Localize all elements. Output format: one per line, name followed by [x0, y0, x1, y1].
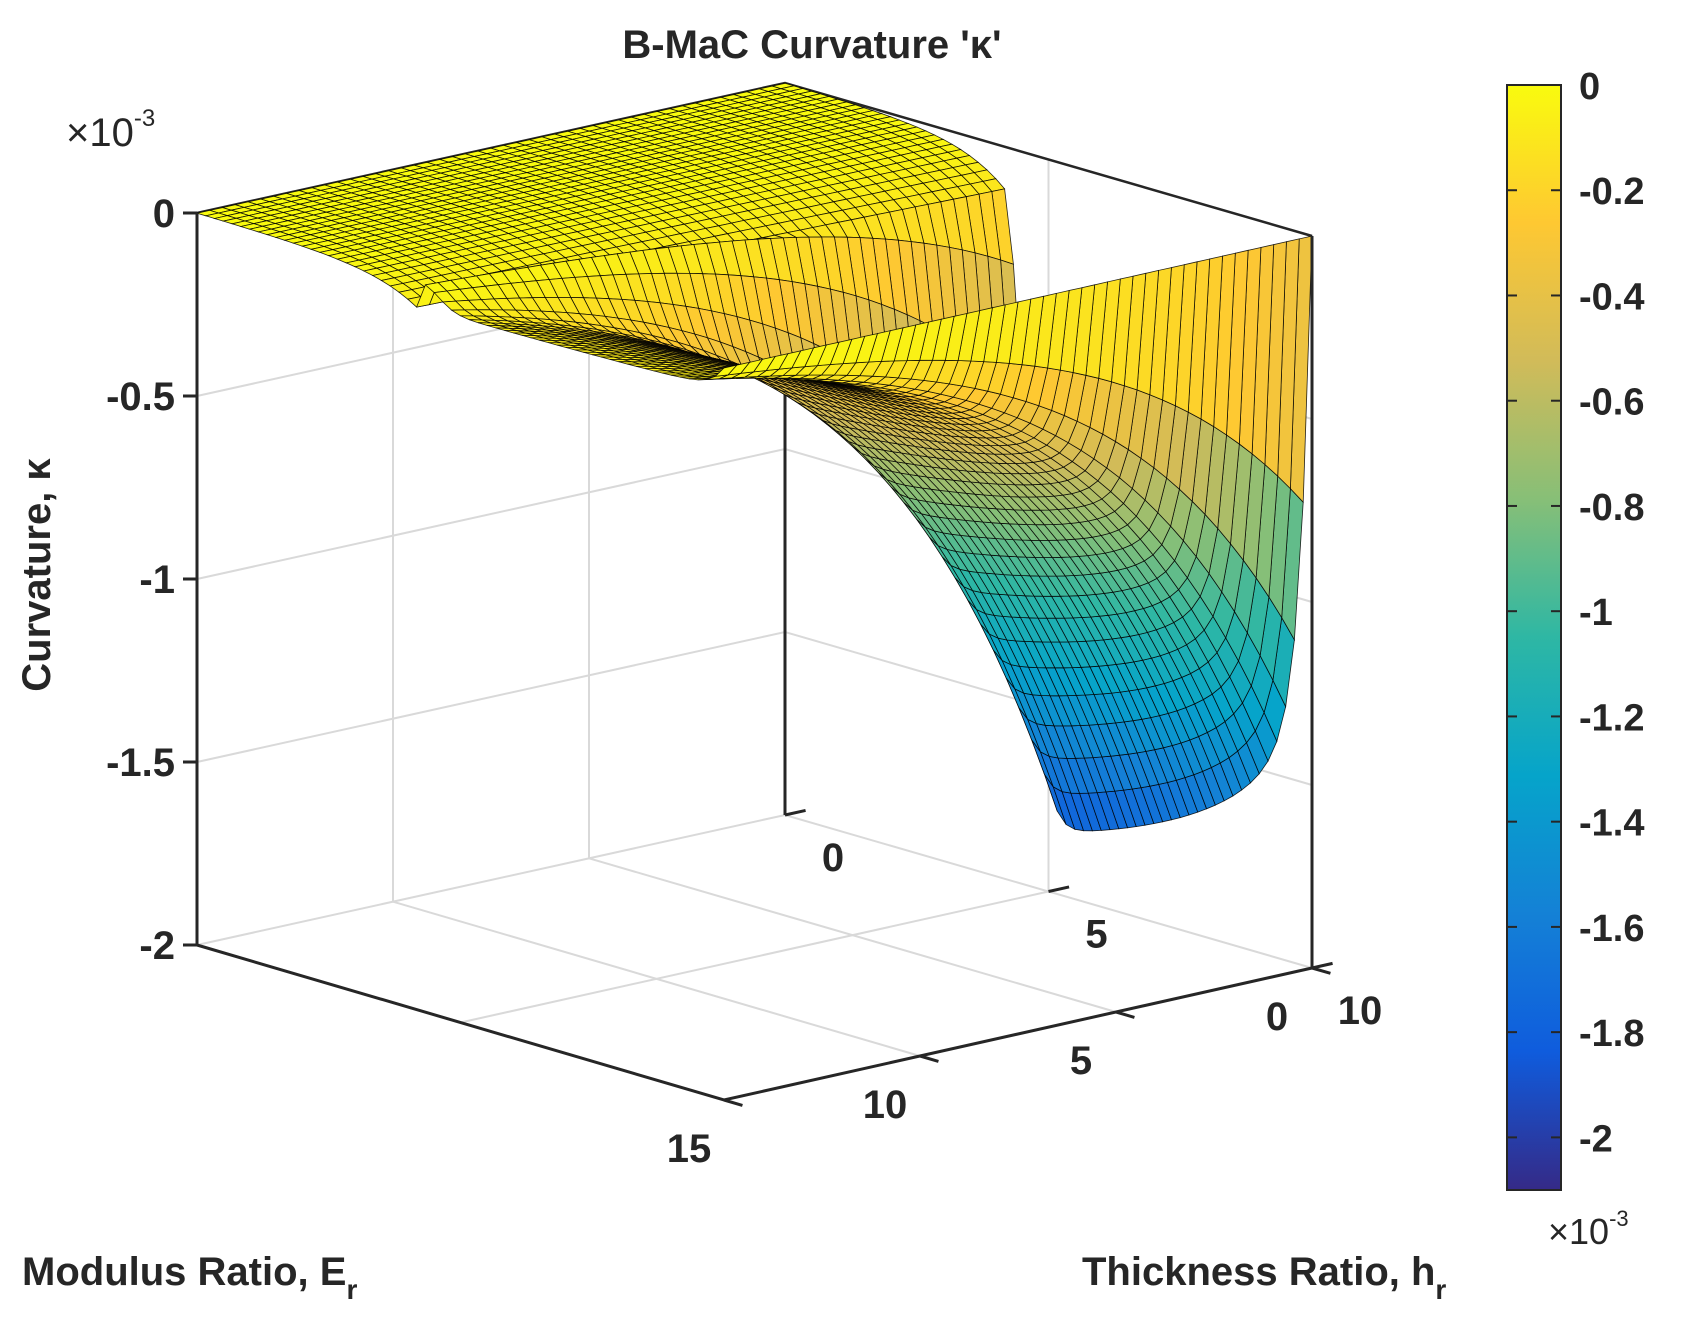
colorbar-tick-label: -2: [1579, 1118, 1613, 1160]
colorbar-tick-label: -1.4: [1579, 803, 1644, 845]
x-tick: [1311, 966, 1331, 975]
colorbar-tick-label: -0.2: [1579, 171, 1644, 213]
z-tick-label: -1: [139, 558, 175, 602]
y-multiplier: ×10-3: [1548, 1206, 1629, 1252]
z-tick-label: -0.5: [106, 375, 175, 419]
x-tick: [723, 1098, 743, 1107]
z-multiplier: ×10-3: [66, 105, 155, 155]
y-tick-label: 10: [1338, 989, 1383, 1033]
colorbar-tick-label: -0.4: [1579, 276, 1644, 318]
colorbar-tick-label: -1.6: [1579, 908, 1644, 950]
y-tick: [784, 808, 806, 817]
z-axis-label: Curvature, κ: [15, 458, 59, 692]
y-tick-label: 0: [822, 836, 844, 880]
colorbar-tick-label: -1: [1579, 592, 1613, 634]
curvature-surface: [196, 82, 1313, 832]
z-tick-label: -1.5: [106, 741, 175, 785]
axis-ticks: -2 -1.5 -1 -0.5 0 0 5 10 15 0 5 10: [106, 192, 1382, 1171]
y-tick-label: 5: [1085, 913, 1107, 957]
y-axis-label: Thickness Ratio, hr: [1082, 1250, 1446, 1305]
z-gridline: [196, 813, 1313, 969]
z-tick-label: 0: [153, 192, 175, 236]
x-tick: [1115, 1010, 1135, 1019]
y-tick: [1311, 961, 1333, 970]
chart-title: B-MaC Curvature 'κ': [622, 23, 1001, 67]
front-floor-edges: [196, 943, 1313, 1102]
colorbar-gradient: [1506, 84, 1562, 1191]
colorbar: -2 -1.8 -1.6 -1.4 -1.2 -1 -0.8 -0.6 -0.4 -0.2 0: [1506, 66, 1644, 1191]
x-tick-label: 10: [863, 1083, 908, 1127]
surface-patch: [714, 364, 738, 377]
x-tick-label: 0: [1266, 995, 1288, 1039]
x-axis-label: Modulus Ratio, Er: [22, 1250, 357, 1305]
x-tick-label: 15: [667, 1127, 712, 1171]
y-tick: [1048, 885, 1070, 893]
x-tick-label: 5: [1070, 1039, 1092, 1083]
z-tick-label: -2: [139, 924, 175, 968]
colorbar-tick-label: -1.2: [1579, 697, 1644, 739]
x-tick: [919, 1054, 939, 1063]
colorbar-tick-label: 0: [1579, 66, 1600, 108]
y-gridline-floor: [460, 890, 1049, 1024]
colorbar-tick-label: -0.8: [1579, 487, 1644, 529]
colorbar-tick-label: -1.8: [1579, 1013, 1644, 1055]
colorbar-tick-label: -0.6: [1579, 382, 1644, 424]
